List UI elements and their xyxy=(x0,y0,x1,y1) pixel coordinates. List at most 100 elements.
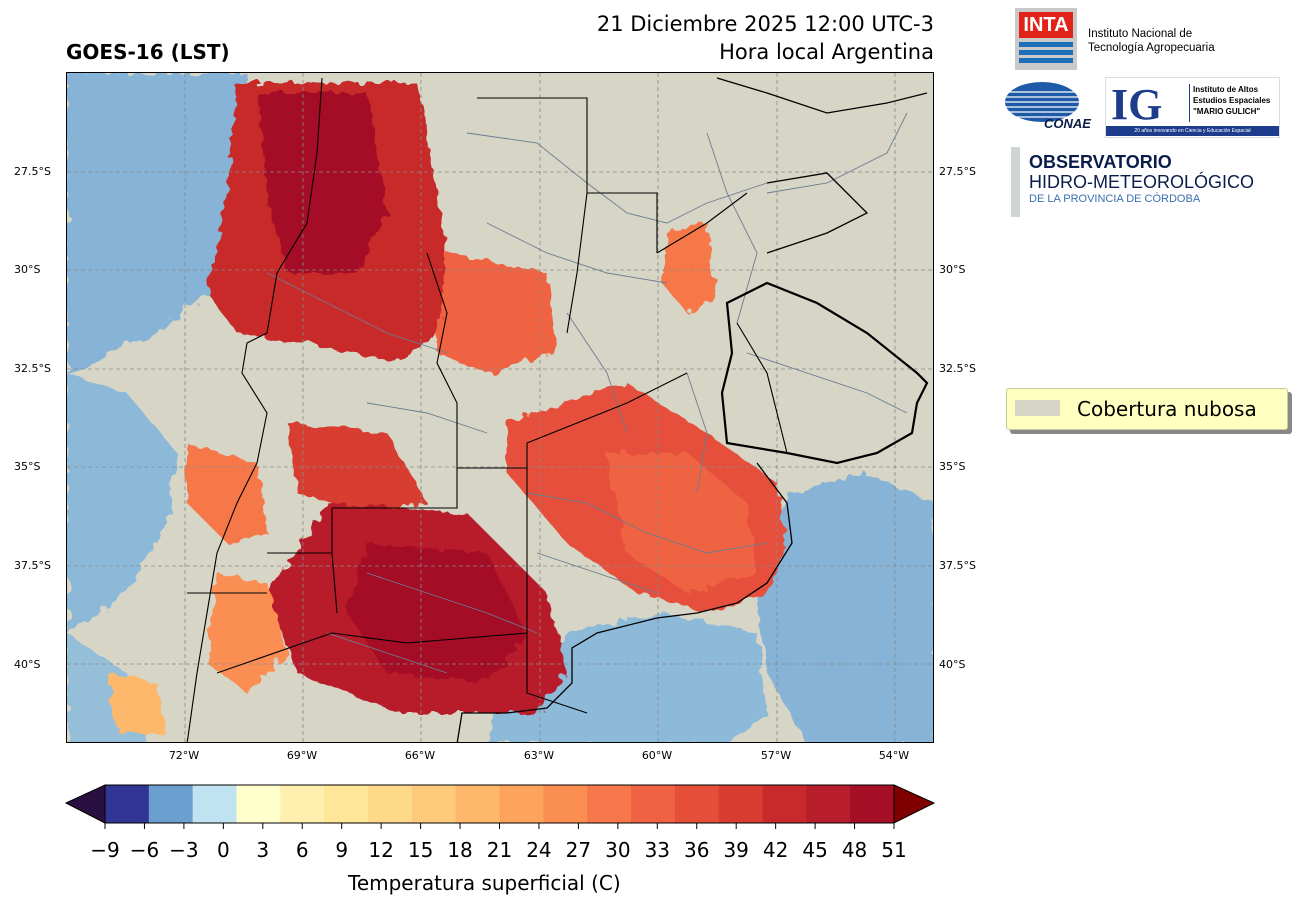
lat-tick-right: 27.5°S xyxy=(939,165,976,178)
colorbar-cell xyxy=(280,785,325,823)
coastline xyxy=(456,77,928,742)
observatorio-logo: OBSERVATORIO HIDRO-METEOROLÓGICO DE LA P… xyxy=(1029,152,1254,205)
lon-tick: 69°W xyxy=(286,749,318,762)
lon-tick: 72°W xyxy=(168,749,200,762)
lon-tick: 57°W xyxy=(760,749,792,762)
inta-logo: INTA xyxy=(1015,8,1077,70)
cloud-legend: Cobertura nubosa xyxy=(1006,388,1288,430)
map-title: GOES-16 (LST) xyxy=(66,40,230,64)
colorbar-cells xyxy=(105,785,895,823)
colorbar xyxy=(64,784,936,829)
ig-divider xyxy=(1189,84,1190,122)
lat-tick-right: 35°S xyxy=(939,460,966,473)
colorbar-tick-label: 42 xyxy=(762,838,789,862)
colorbar-label: Temperatura superficial (C) xyxy=(348,871,621,895)
colorbar-tick-label: 12 xyxy=(368,838,394,862)
observatorio-bar xyxy=(1011,147,1020,217)
lat-tick-left: 32.5°S xyxy=(14,362,51,375)
temperature-map xyxy=(66,72,934,743)
colorbar-tick-label: 39 xyxy=(723,838,749,862)
colorbar-tick-label: −9 xyxy=(90,838,120,862)
colorbar-cell xyxy=(324,785,369,823)
ig-name-line: "MARIO GULICH" xyxy=(1193,107,1261,116)
lat-tick-left: 37.5°S xyxy=(14,559,51,572)
conae-globe xyxy=(1005,82,1079,122)
conae-wordmark: CONAE xyxy=(1044,116,1091,131)
ig-name: Instituto de Altos Estudios Espaciales "… xyxy=(1193,84,1270,117)
lat-tick-left: 35°S xyxy=(14,460,41,473)
colorbar-cell xyxy=(674,785,720,823)
lat-tick-right: 32.5°S xyxy=(939,362,976,375)
observatorio-line: HIDRO-METEOROLÓGICO xyxy=(1029,172,1255,192)
colorbar-tick-label: 3 xyxy=(256,838,270,862)
lat-tick-left: 27.5°S xyxy=(14,165,51,178)
map-canvas xyxy=(67,73,933,742)
inta-mark: INTA xyxy=(1019,12,1073,38)
ig-name-line: Instituto de Altos xyxy=(1193,85,1259,94)
uruguay-border xyxy=(720,281,929,465)
observatorio-line: OBSERVATORIO xyxy=(1029,152,1172,172)
colorbar-tick-label: 48 xyxy=(841,838,868,862)
lon-tick: 54°W xyxy=(878,749,910,762)
cloud-legend-swatch xyxy=(1015,400,1060,416)
colorbar-tick-label: 9 xyxy=(335,838,349,862)
department-boundaries xyxy=(266,112,908,674)
colorbar-cell xyxy=(368,785,413,823)
cloud-legend-label: Cobertura nubosa xyxy=(1077,397,1257,421)
colorbar-cell xyxy=(762,785,807,823)
colorbar-cell xyxy=(411,785,457,823)
colorbar-tick-label: 27 xyxy=(565,838,592,862)
colorbar-tick-label: −6 xyxy=(129,838,160,862)
lat-tick-right: 40°S xyxy=(939,658,966,671)
colorbar-tick-label: 21 xyxy=(486,838,513,862)
date-title: 21 Diciembre 2025 12:00 UTC-3 xyxy=(596,12,934,36)
lon-tick: 63°W xyxy=(523,749,555,762)
colorbar-cell xyxy=(543,785,588,823)
colorbar-cell xyxy=(455,785,500,823)
colorbar-tick-label: 45 xyxy=(802,838,828,862)
colorbar-tick-label: 33 xyxy=(644,838,671,862)
colorbar-cell xyxy=(718,785,763,823)
colorbar-tick-label: 0 xyxy=(216,838,230,862)
colorbar-tick-marks xyxy=(104,823,895,829)
colorbar-tick-label: 36 xyxy=(684,838,710,862)
lon-tick: 66°W xyxy=(404,749,436,762)
colorbar-cell xyxy=(631,785,676,823)
lat-tick-right: 37.5°S xyxy=(939,559,976,572)
province-boundaries xyxy=(186,77,788,742)
ig-logo: IG Instituto de Altos Estudios Espaciale… xyxy=(1105,77,1280,138)
hot-areas xyxy=(107,83,787,733)
colorbar-cell xyxy=(499,785,544,823)
inta-stripe xyxy=(1019,58,1073,63)
colorbar-cell xyxy=(192,785,237,823)
ig-mark: IG xyxy=(1111,80,1163,129)
colorbar-cell xyxy=(806,785,851,823)
lat-tick-left: 40°S xyxy=(14,658,41,671)
colorbar-cell xyxy=(587,785,632,823)
timezone-title: Hora local Argentina xyxy=(719,40,934,64)
colorbar-tick-label: 18 xyxy=(447,838,473,862)
lat-tick-right: 30°S xyxy=(939,263,966,276)
ig-name-line: Estudios Espaciales xyxy=(1193,96,1271,105)
colorbar-cell xyxy=(850,785,895,823)
colorbar-cell xyxy=(105,785,150,823)
colorbar-tick-label: 30 xyxy=(605,838,631,862)
colorbar-tick-label: 51 xyxy=(881,838,907,862)
inta-stripe xyxy=(1019,42,1073,47)
colorbar-tick-label: 24 xyxy=(526,838,552,862)
graticule xyxy=(67,73,933,742)
ig-tagline: 20 años innovando en Ciencia y Educación… xyxy=(1106,126,1279,136)
inta-name-line: Tecnología Agropecuaria xyxy=(1088,42,1215,54)
colorbar-over-arrow xyxy=(893,784,936,824)
lon-tick: 60°W xyxy=(641,749,673,762)
colorbar-cell xyxy=(148,785,194,823)
inta-name: Instituto Nacional de Tecnología Agropec… xyxy=(1088,27,1215,55)
colorbar-tick-label: 15 xyxy=(407,838,434,862)
inta-stripe xyxy=(1019,50,1073,55)
inta-name-line: Instituto Nacional de xyxy=(1088,28,1193,40)
colorbar-tick-label: −3 xyxy=(169,838,199,862)
colorbar-under-arrow xyxy=(64,784,106,824)
lat-tick-left: 30°S xyxy=(14,263,41,276)
observatorio-line: DE LA PROVINCIA DE CÓRDOBA xyxy=(1029,193,1201,205)
colorbar-cell xyxy=(236,785,281,823)
